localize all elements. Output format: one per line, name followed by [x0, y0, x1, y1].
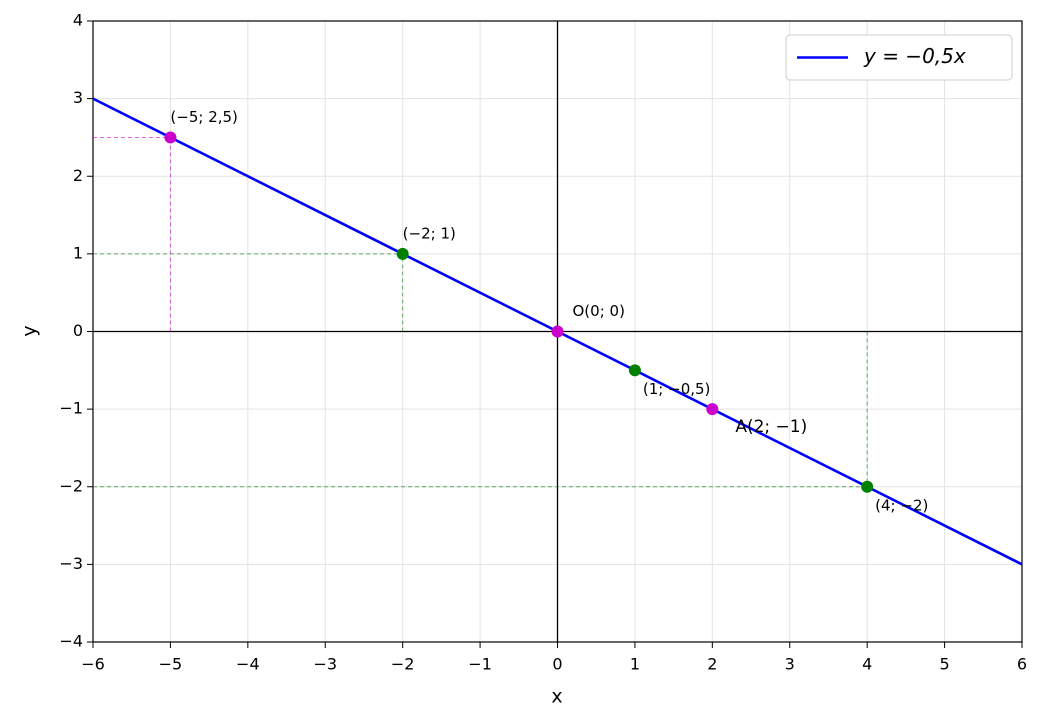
point: [706, 403, 719, 416]
plot-frame: [92, 20, 1023, 643]
point-label: (1; −0,5): [643, 380, 711, 398]
y-axis-label: y: [19, 325, 41, 336]
x-tick-label: −2: [391, 655, 415, 674]
x-tick-label: −6: [81, 655, 105, 674]
point-label: O(0; 0): [573, 302, 625, 320]
point-label: (−5; 2,5): [170, 108, 238, 126]
point-label: (4; −2): [875, 496, 928, 514]
x-tick-label: 4: [862, 655, 872, 674]
y-tick-label: 1: [73, 243, 83, 262]
y-tick-label: −4: [59, 632, 83, 651]
y-tick-label: −1: [59, 399, 83, 418]
legend-label: y = −0,5x: [863, 44, 966, 68]
point: [628, 364, 641, 377]
point: [861, 480, 874, 493]
x-axis-label: x: [551, 686, 562, 708]
y-tick-label: 3: [73, 88, 83, 107]
x-tick-label: −3: [313, 655, 337, 674]
y-tick-label: −3: [59, 554, 83, 573]
point: [551, 325, 564, 338]
legend-box: [785, 34, 1013, 81]
y-tick-label: 0: [73, 321, 83, 340]
x-tick-label: 2: [707, 655, 717, 674]
x-tick-label: 3: [785, 655, 795, 674]
x-tick-label: 1: [630, 655, 640, 674]
x-tick-label: 5: [939, 655, 949, 674]
x-tick-label: 0: [552, 655, 562, 674]
x-tick-label: −1: [468, 655, 492, 674]
point: [396, 247, 409, 260]
x-tick-label: −5: [159, 655, 183, 674]
y-tick-label: 2: [73, 166, 83, 185]
point-label: A(2; −1): [735, 417, 807, 437]
point: [164, 131, 177, 144]
y-tick-label: −2: [59, 476, 83, 495]
x-tick-label: 6: [1017, 655, 1027, 674]
point-label: (−2; 1): [403, 224, 456, 242]
x-tick-label: −4: [236, 655, 260, 674]
y-tick-label: 4: [73, 11, 83, 30]
